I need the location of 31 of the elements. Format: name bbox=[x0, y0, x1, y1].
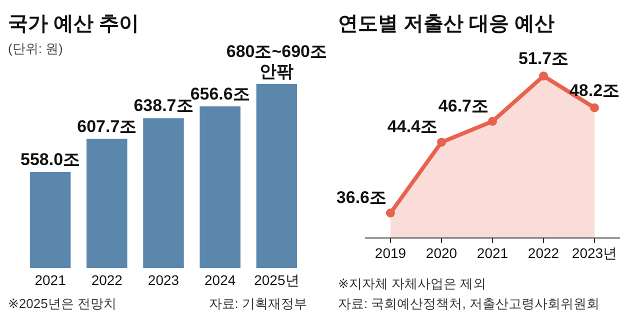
point bbox=[386, 208, 395, 218]
point bbox=[590, 103, 599, 112]
x-tick-label: 2023 bbox=[148, 272, 180, 288]
data-label: 46.7조 bbox=[438, 96, 488, 116]
text: ※2025년은 전망치 bbox=[8, 296, 116, 311]
x-tick-label: 2022 bbox=[528, 245, 560, 261]
data-label: 607.7조 bbox=[77, 116, 137, 136]
point bbox=[437, 138, 446, 147]
annotation: ※지자체 자체사업은 제외 bbox=[338, 276, 486, 291]
annotation: 자료: 국회예산정책처, 저출산고령사회위원회 bbox=[338, 296, 600, 311]
point bbox=[539, 72, 548, 80]
data-label: 680조~690조 안팎 bbox=[226, 42, 328, 81]
chart-subtitle: (단위: 원) bbox=[8, 41, 63, 56]
x-tick-label: 2022 bbox=[91, 272, 123, 288]
text: 자료: 기획재정부 bbox=[208, 296, 307, 311]
data-label: 558.0조 bbox=[20, 150, 80, 169]
x-tick-label: 2023년 bbox=[572, 245, 618, 261]
point bbox=[488, 116, 497, 126]
data-label: 656.6조 bbox=[190, 84, 250, 104]
x-tick-label: 2020 bbox=[426, 245, 458, 261]
x-tick-label: 2021 bbox=[476, 245, 508, 261]
data-label: 44.4조 bbox=[387, 117, 438, 136]
x-tick-label: 2021 bbox=[34, 272, 66, 288]
chart-title: 국가 예산 추이 bbox=[8, 13, 140, 35]
data-label: 48.2조 bbox=[569, 80, 620, 100]
data-label: 51.7조 bbox=[518, 49, 569, 68]
chart-title: 연도별 저출산 대응 예산 bbox=[338, 13, 555, 35]
x-tick-label: 2024 bbox=[204, 272, 236, 288]
x-tick-label: 2025년 bbox=[254, 272, 300, 288]
data-label: 36.6조 bbox=[336, 188, 386, 207]
x-tick-label: 2019 bbox=[374, 245, 406, 261]
